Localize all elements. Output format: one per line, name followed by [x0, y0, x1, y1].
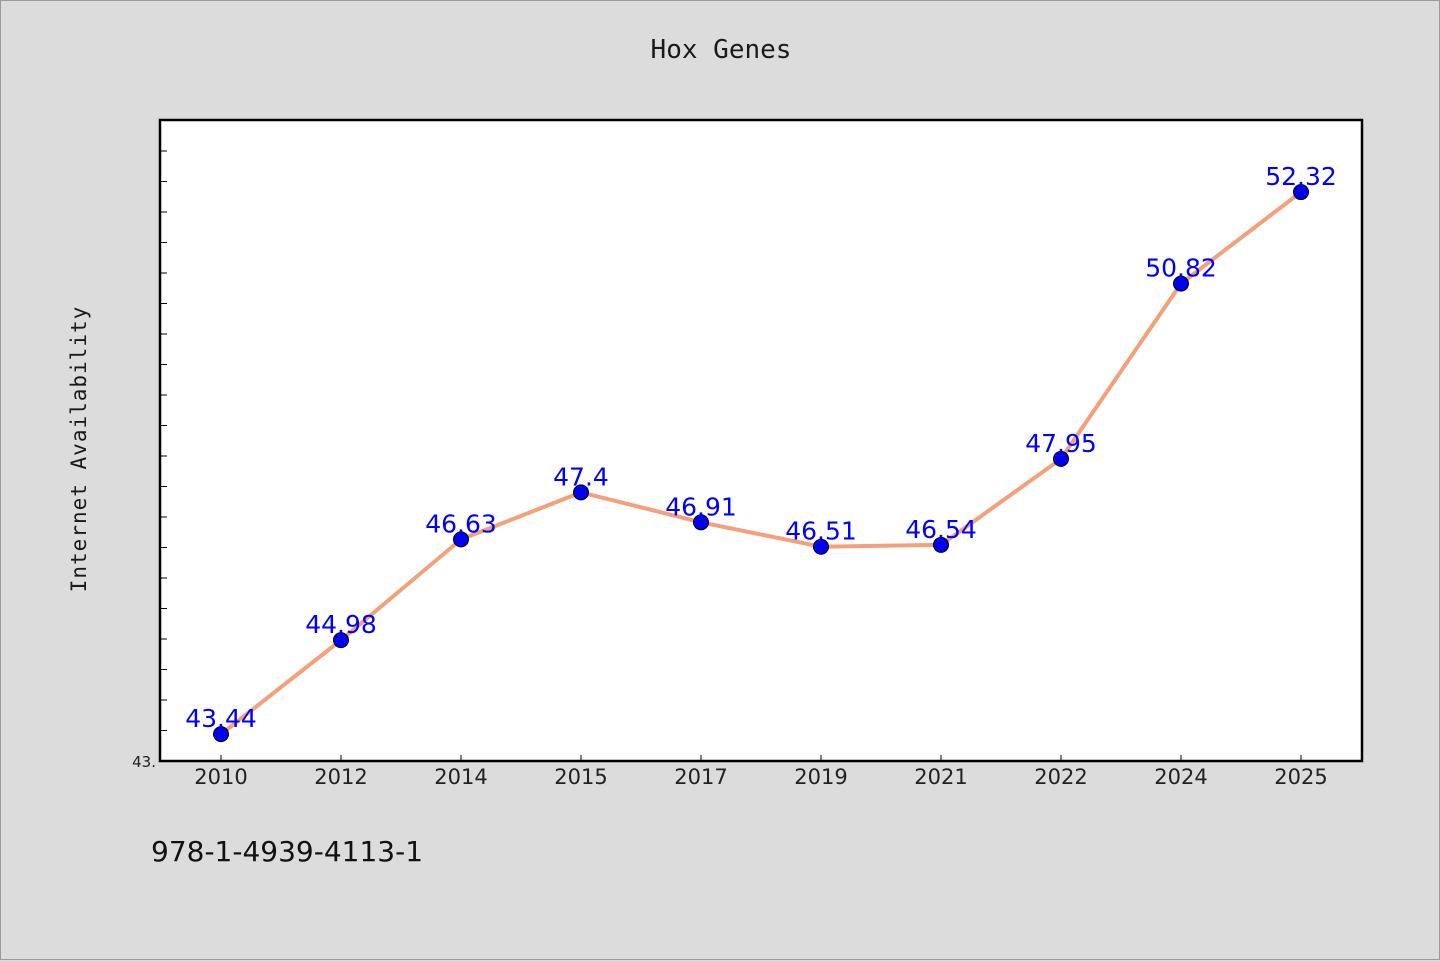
data-label: 46.63: [425, 509, 497, 538]
y-tick-label: 43.: [132, 753, 156, 771]
data-label: 52.32: [1265, 162, 1337, 191]
data-point: [213, 726, 229, 743]
data-point: [1293, 184, 1309, 201]
x-tick-label: 2021: [914, 765, 967, 789]
data-point: [453, 531, 469, 548]
data-label: 43.44: [185, 704, 257, 733]
data-label: 46.91: [665, 492, 737, 521]
data-point: [1053, 450, 1069, 467]
x-tick-label: 2019: [794, 765, 847, 789]
data-point: [573, 484, 589, 501]
x-tick-label: 2024: [1154, 765, 1207, 789]
x-tick-label: 2017: [674, 765, 727, 789]
data-point: [1173, 275, 1189, 292]
data-label: 47.95: [1025, 429, 1097, 458]
data-label: 46.54: [905, 515, 977, 544]
data-point: [693, 514, 709, 531]
series-line: [219, 190, 1303, 737]
plot-area: [158, 118, 1364, 763]
isbn-footer: 978-1-4939-4113-1: [151, 835, 424, 868]
data-label: 47.4: [553, 462, 609, 491]
chart-title: Hox Genes: [650, 35, 792, 65]
data-point: [333, 632, 349, 649]
data-label: 46.51: [785, 517, 857, 546]
x-tick-label: 2015: [554, 765, 607, 789]
data-label: 50.82: [1145, 254, 1217, 283]
data-label: 44.98: [305, 610, 377, 639]
x-tick-label: 2022: [1034, 765, 1087, 789]
data-point: [813, 538, 829, 555]
x-tick-label: 2010: [194, 765, 247, 789]
x-tick-label: 2025: [1274, 765, 1327, 789]
data-point: [933, 536, 949, 553]
x-tick-label: 2012: [314, 765, 367, 789]
x-tick-label: 2014: [434, 765, 487, 789]
